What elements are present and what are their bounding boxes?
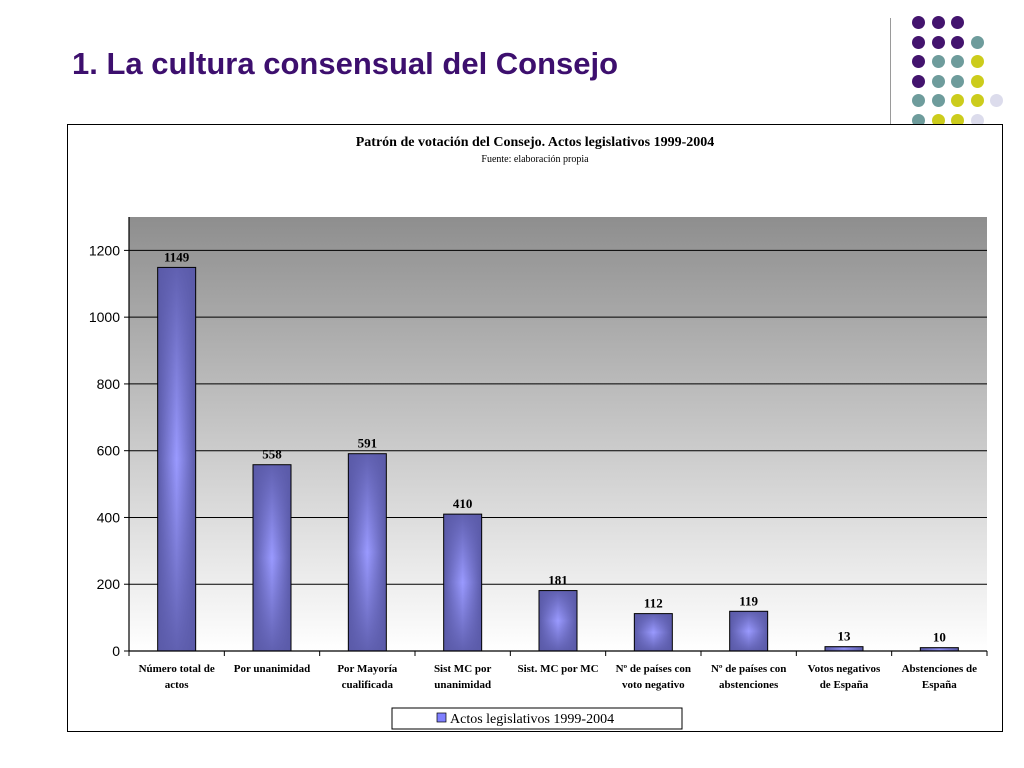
x-tick-label: voto negativo <box>622 679 685 691</box>
bar-shading <box>824 646 864 652</box>
x-tick-label: cualificada <box>342 679 394 691</box>
decorative-dot <box>951 55 964 68</box>
decorative-dot <box>912 35 925 49</box>
decorative-dot <box>970 35 984 49</box>
data-label: 558 <box>262 447 282 462</box>
bar-group <box>252 464 292 652</box>
bar-group <box>157 266 197 652</box>
bar-shading <box>347 453 387 652</box>
y-tick-label: 1000 <box>89 309 120 325</box>
x-tick-label: Nº de países con <box>711 663 786 675</box>
data-label: 119 <box>739 593 758 608</box>
page-title: 1. La cultura consensual del Consejo <box>72 46 619 81</box>
legend-swatch <box>436 712 447 723</box>
bar-shading <box>729 610 769 652</box>
data-label: 112 <box>644 596 663 611</box>
y-tick-label: 0 <box>112 643 120 659</box>
y-tick-label: 200 <box>97 576 121 592</box>
y-tick-label: 400 <box>97 509 121 525</box>
decorative-dot <box>912 74 925 88</box>
decorative-dot <box>951 16 964 29</box>
y-tick-label: 800 <box>97 376 121 392</box>
data-label: 13 <box>838 629 852 644</box>
x-tick-label: Número total de <box>139 663 215 675</box>
decorative-dot <box>970 94 984 107</box>
y-tick-label: 600 <box>97 443 121 459</box>
chart-subtitle: Fuente: elaboración propia <box>481 154 589 165</box>
decorative-dot <box>931 74 945 88</box>
bar-shading <box>538 590 578 652</box>
legend-entry: Actos legislativos 1999-2004 <box>450 712 614 727</box>
decorative-dot <box>912 16 925 29</box>
decorative-dot <box>931 35 945 49</box>
decorative-dot <box>912 94 925 107</box>
bar-group <box>538 590 578 652</box>
chart-frame: Patrón de votación del Consejo. Actos le… <box>67 124 1003 732</box>
bar-group <box>443 513 483 652</box>
x-tick-label: Votos negativos <box>808 663 881 675</box>
x-tick-label: unanimidad <box>434 679 491 691</box>
bar-group <box>347 453 387 652</box>
decorative-dot <box>931 16 945 29</box>
x-tick-label: España <box>922 679 957 691</box>
bar-group <box>633 613 673 652</box>
x-tick-label: actos <box>165 679 190 691</box>
legend: Actos legislativos 1999-2004 <box>391 707 683 730</box>
y-tick-label: 1200 <box>89 242 120 258</box>
divider-line <box>890 18 891 126</box>
data-label: 181 <box>548 573 568 588</box>
decorative-dot <box>970 55 984 68</box>
x-tick-label: Abstenciones de <box>902 663 978 675</box>
decorative-dot <box>990 94 1003 107</box>
x-tick-label: Nº de países con <box>616 663 691 675</box>
decorative-dot <box>931 94 945 107</box>
x-tick-label: Sist MC por <box>434 663 492 675</box>
x-tick-label: abstenciones <box>719 679 779 691</box>
bar-shading <box>633 613 673 652</box>
x-tick-label: Por unanimidad <box>234 663 311 675</box>
bar-chart: Patrón de votación del Consejo. Actos le… <box>89 135 988 730</box>
decorative-dot <box>970 74 984 88</box>
bar-group <box>729 610 769 652</box>
data-label: 410 <box>453 496 473 511</box>
legend-box <box>391 707 683 730</box>
chart-title: Patrón de votación del Consejo. Actos le… <box>356 135 715 150</box>
decorative-dot <box>951 94 964 107</box>
bar-shading <box>252 464 292 652</box>
decorative-dot <box>912 55 925 68</box>
data-label: 1149 <box>164 249 190 264</box>
bar-shading <box>157 266 197 652</box>
x-tick-label: Por Mayoría <box>337 663 397 675</box>
decorative-dot <box>931 55 945 68</box>
bar-group <box>824 646 864 652</box>
bar-shading <box>443 513 483 652</box>
x-tick-label: de España <box>820 679 869 691</box>
data-label: 10 <box>933 630 946 645</box>
data-label: 591 <box>358 436 378 451</box>
decorative-dot <box>951 35 964 49</box>
x-tick-label: Sist. MC por MC <box>517 663 598 675</box>
decorative-dot <box>951 74 964 88</box>
